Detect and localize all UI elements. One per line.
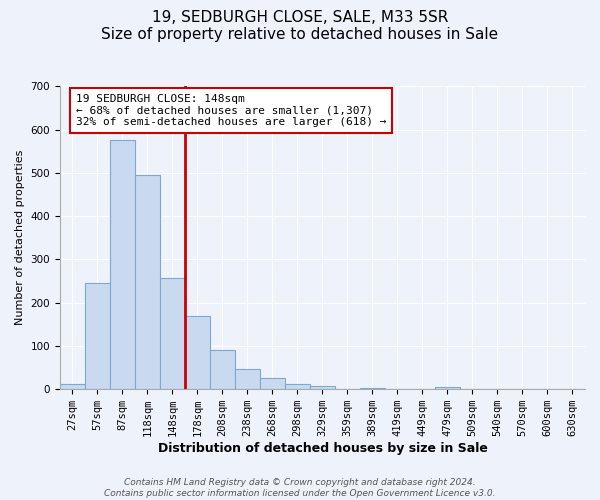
Bar xyxy=(185,316,210,389)
Bar xyxy=(160,278,185,389)
X-axis label: Distribution of detached houses by size in Sale: Distribution of detached houses by size … xyxy=(158,442,487,455)
Bar xyxy=(285,384,310,389)
Text: 19 SEDBURGH CLOSE: 148sqm
← 68% of detached houses are smaller (1,307)
32% of se: 19 SEDBURGH CLOSE: 148sqm ← 68% of detac… xyxy=(76,94,386,127)
Bar xyxy=(260,378,285,389)
Bar xyxy=(235,369,260,389)
Y-axis label: Number of detached properties: Number of detached properties xyxy=(15,150,25,326)
Bar xyxy=(110,140,135,389)
Text: 19, SEDBURGH CLOSE, SALE, M33 5SR
Size of property relative to detached houses i: 19, SEDBURGH CLOSE, SALE, M33 5SR Size o… xyxy=(101,10,499,42)
Bar xyxy=(135,175,160,389)
Bar xyxy=(60,384,85,389)
Bar xyxy=(360,388,385,389)
Bar xyxy=(310,386,335,389)
Bar xyxy=(435,387,460,389)
Text: Contains HM Land Registry data © Crown copyright and database right 2024.
Contai: Contains HM Land Registry data © Crown c… xyxy=(104,478,496,498)
Bar xyxy=(210,350,235,389)
Bar xyxy=(85,283,110,389)
